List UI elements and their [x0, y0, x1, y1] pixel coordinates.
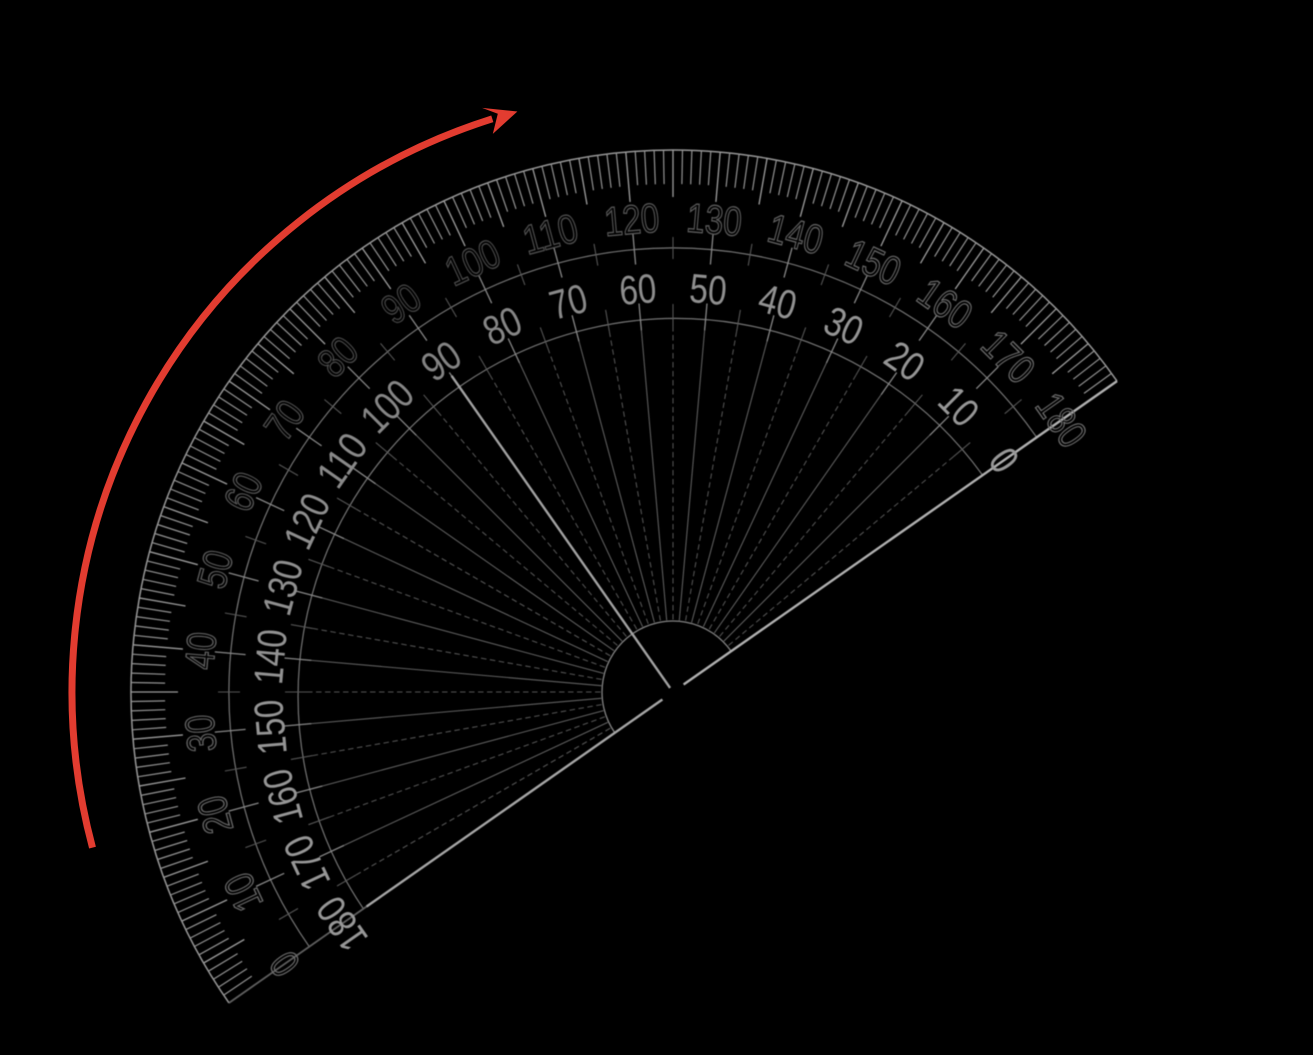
svg-text:40: 40 [176, 630, 225, 671]
svg-text:60: 60 [617, 265, 658, 314]
svg-text:50: 50 [688, 265, 729, 314]
svg-text:150: 150 [245, 698, 296, 757]
svg-text:120: 120 [602, 194, 661, 245]
svg-text:30: 30 [176, 713, 225, 754]
svg-text:130: 130 [685, 194, 744, 245]
svg-text:140: 140 [245, 627, 296, 686]
